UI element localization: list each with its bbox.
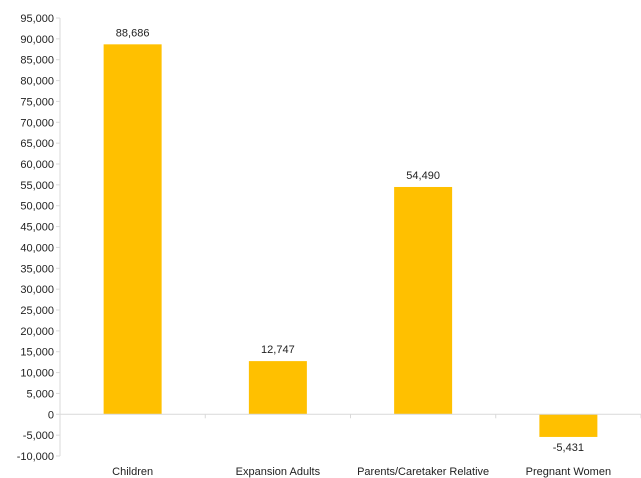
y-tick-label: 90,000 xyxy=(20,34,54,46)
data-label: -5,431 xyxy=(553,442,584,454)
bar xyxy=(394,186,453,415)
y-tick-label: -5,000 xyxy=(23,430,54,442)
category-label: Pregnant Women xyxy=(526,466,611,478)
category-label: Parents/Caretaker Relative xyxy=(357,466,489,478)
y-tick-label: 60,000 xyxy=(20,159,54,171)
data-labels: 88,686 12,747 54,490 -5,431 xyxy=(116,27,584,454)
y-tick-label: 50,000 xyxy=(20,201,54,213)
data-label: 54,490 xyxy=(406,170,440,182)
y-tick-label: 85,000 xyxy=(20,55,54,67)
y-tick-label: 70,000 xyxy=(20,117,54,129)
y-tick-label: 0 xyxy=(48,409,54,421)
y-tick-label: 45,000 xyxy=(20,222,54,234)
bar xyxy=(248,361,307,415)
data-label: 88,686 xyxy=(116,27,150,39)
y-tick-label: 95,000 xyxy=(20,13,54,25)
y-axis: -10,000 -5,000 0 5,000 10,000 15,000 20,000 25,… xyxy=(17,13,61,463)
x-axis xyxy=(59,413,641,419)
bars xyxy=(103,44,598,437)
y-tick-label: 55,000 xyxy=(20,180,54,192)
y-tick-label: 30,000 xyxy=(20,284,54,296)
y-tick-label: 15,000 xyxy=(20,347,54,359)
y-tick-label: 80,000 xyxy=(20,76,54,88)
data-label: 12,747 xyxy=(261,344,295,356)
y-tick-label: 35,000 xyxy=(20,263,54,275)
y-tick-label: 10,000 xyxy=(20,368,54,380)
category-labels: Children Expansion Adults Parents/Caretake… xyxy=(112,466,611,478)
y-tick-label: -10,000 xyxy=(17,451,54,463)
y-tick-label: 5,000 xyxy=(26,388,54,400)
bar xyxy=(103,44,162,415)
y-tick-label: 75,000 xyxy=(20,96,54,108)
bar xyxy=(539,414,598,437)
y-tick-label: 25,000 xyxy=(20,305,54,317)
category-label: Children xyxy=(112,466,153,478)
y-tick-label: 65,000 xyxy=(20,138,54,150)
category-label: Expansion Adults xyxy=(236,466,321,478)
y-tick-label: 40,000 xyxy=(20,242,54,254)
y-tick-label: 20,000 xyxy=(20,326,54,338)
